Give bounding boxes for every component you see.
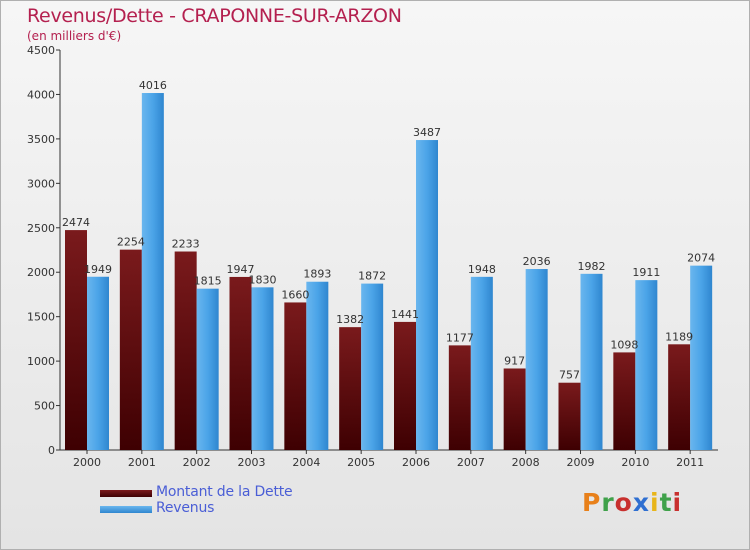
x-tick-label: 2009 (567, 456, 595, 469)
bar-dette (284, 302, 307, 450)
bar-dette (174, 251, 197, 450)
y-tick-label: 1500 (27, 311, 55, 324)
data-label-dette: 2233 (172, 238, 200, 251)
bar-dette (394, 321, 416, 450)
bar-revenus (690, 265, 713, 450)
chart-title: Revenus/Dette - CRAPONNE-SUR-ARZON (27, 5, 402, 27)
y-tick-label: 1000 (27, 355, 55, 368)
logo-letter: i (650, 488, 660, 517)
legend-swatch-debt (100, 490, 152, 497)
data-label-revenus: 1872 (358, 270, 386, 283)
data-label-dette: 1660 (281, 288, 309, 301)
logo-letter: t (659, 488, 673, 517)
data-label-revenus: 3487 (413, 126, 441, 139)
bar-revenus (635, 280, 658, 450)
x-tick-label: 2002 (183, 456, 211, 469)
x-tick-label: 2004 (292, 456, 320, 469)
logo-letter: P (582, 488, 602, 517)
bar-revenus (196, 288, 219, 450)
bar-dette (448, 345, 471, 450)
x-tick-label: 2003 (238, 456, 266, 469)
bar-revenus (416, 140, 438, 451)
bar-revenus (580, 273, 603, 450)
bar-revenus (525, 269, 548, 450)
logo-letter: x (632, 488, 650, 517)
x-tick-label: 2011 (676, 456, 704, 469)
data-label-dette: 2474 (62, 216, 90, 229)
data-label-dette: 1177 (446, 331, 474, 344)
y-tick-label: 0 (48, 444, 55, 457)
bar-dette (558, 382, 581, 450)
bar-revenus (306, 281, 329, 450)
bar-dette (339, 327, 362, 450)
y-tick-label: 500 (34, 400, 55, 413)
legend-swatch-revenus (100, 506, 152, 513)
data-label-revenus: 2036 (523, 255, 551, 268)
data-label-revenus: 1949 (84, 263, 112, 276)
data-label-dette: 1098 (610, 338, 638, 351)
x-tick-label: 2010 (621, 456, 649, 469)
data-label-revenus: 1982 (578, 260, 606, 273)
chart-subtitle: (en milliers d'€) (27, 29, 122, 43)
bar-dette (613, 352, 636, 450)
y-tick-label: 3000 (27, 177, 55, 190)
data-label-dette: 1189 (665, 330, 693, 343)
data-label-revenus: 1893 (303, 268, 331, 281)
y-tick-label: 4500 (27, 44, 55, 57)
y-tick-label: 3500 (27, 133, 55, 146)
legend-label-revenus: Revenus (156, 500, 215, 516)
bar-revenus (251, 287, 274, 450)
data-label-dette: 1947 (227, 263, 255, 276)
bar-dette (119, 249, 142, 450)
legend-label-debt: Montant de la Dette (156, 484, 293, 500)
x-tick-label: 2006 (402, 456, 430, 469)
data-label-revenus: 2074 (687, 252, 715, 265)
bar-dette (229, 276, 252, 450)
data-label-dette: 917 (504, 354, 525, 367)
proxiti-logo: Proxiti (582, 488, 682, 517)
bar-revenus (470, 276, 493, 450)
data-label-dette: 757 (559, 369, 580, 382)
data-label-revenus: 1830 (249, 273, 277, 286)
bar-revenus (361, 283, 384, 450)
x-tick-label: 2005 (347, 456, 375, 469)
logo-letter: o (614, 488, 633, 517)
logo-letter: i (672, 488, 683, 517)
y-tick-label: 2000 (27, 266, 55, 279)
x-tick-label: 2007 (457, 456, 485, 469)
data-label-dette: 2254 (117, 236, 145, 249)
bar-revenus (141, 93, 164, 451)
data-label-revenus: 1815 (194, 275, 222, 288)
bar-dette (65, 230, 87, 450)
bar-revenus (87, 276, 109, 450)
x-tick-label: 2008 (512, 456, 540, 469)
logo-letter: r (601, 488, 615, 517)
data-label-revenus: 4016 (139, 79, 167, 92)
x-tick-label: 2001 (128, 456, 156, 469)
y-tick-label: 2500 (27, 222, 55, 235)
x-tick-label: 2000 (73, 456, 101, 469)
data-label-dette: 1441 (391, 308, 419, 321)
bar-dette (668, 344, 691, 450)
y-tick-label: 4000 (27, 88, 55, 101)
data-label-dette: 1382 (336, 313, 364, 326)
data-label-revenus: 1911 (632, 266, 660, 279)
bar-dette (503, 368, 526, 450)
data-label-revenus: 1948 (468, 263, 496, 276)
